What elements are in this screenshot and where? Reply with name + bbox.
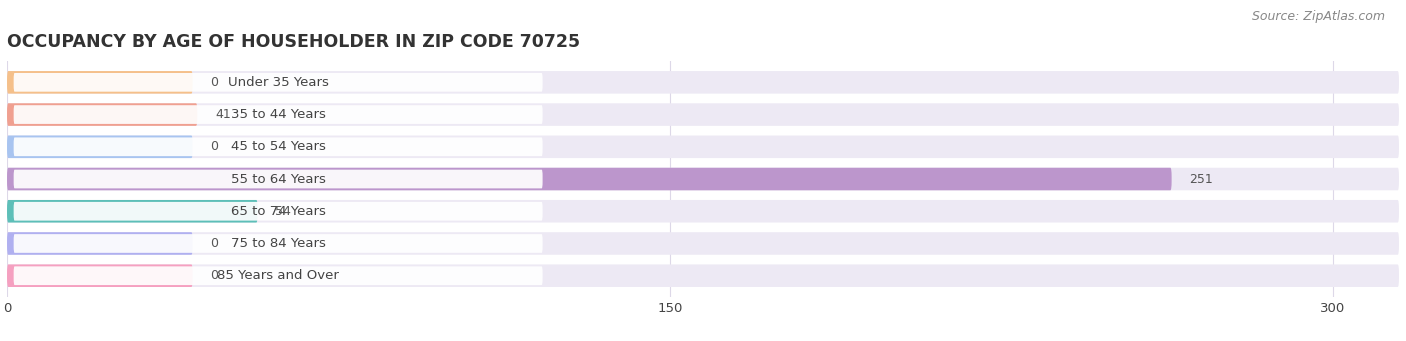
FancyBboxPatch shape — [7, 200, 257, 223]
FancyBboxPatch shape — [14, 137, 543, 156]
Text: OCCUPANCY BY AGE OF HOUSEHOLDER IN ZIP CODE 70725: OCCUPANCY BY AGE OF HOUSEHOLDER IN ZIP C… — [7, 33, 581, 51]
Text: 35 to 44 Years: 35 to 44 Years — [231, 108, 326, 121]
FancyBboxPatch shape — [14, 105, 543, 124]
FancyBboxPatch shape — [14, 170, 543, 188]
FancyBboxPatch shape — [7, 264, 1399, 287]
FancyBboxPatch shape — [14, 234, 543, 253]
FancyBboxPatch shape — [7, 232, 1399, 255]
FancyBboxPatch shape — [7, 264, 193, 287]
Text: Under 35 Years: Under 35 Years — [228, 76, 329, 89]
Text: 0: 0 — [211, 269, 218, 282]
Text: 65 to 74 Years: 65 to 74 Years — [231, 205, 326, 218]
Text: 54: 54 — [276, 205, 291, 218]
Text: 41: 41 — [215, 108, 231, 121]
Text: 251: 251 — [1189, 173, 1213, 186]
FancyBboxPatch shape — [7, 168, 1399, 190]
FancyBboxPatch shape — [14, 202, 543, 221]
FancyBboxPatch shape — [7, 71, 1399, 94]
Text: 55 to 64 Years: 55 to 64 Years — [231, 173, 326, 186]
Text: 0: 0 — [211, 237, 218, 250]
Text: 0: 0 — [211, 76, 218, 89]
FancyBboxPatch shape — [7, 71, 193, 94]
FancyBboxPatch shape — [7, 103, 197, 126]
FancyBboxPatch shape — [7, 168, 1171, 190]
Text: 75 to 84 Years: 75 to 84 Years — [231, 237, 326, 250]
Text: 45 to 54 Years: 45 to 54 Years — [231, 140, 326, 153]
FancyBboxPatch shape — [7, 103, 1399, 126]
FancyBboxPatch shape — [7, 232, 193, 255]
Text: Source: ZipAtlas.com: Source: ZipAtlas.com — [1251, 10, 1385, 23]
FancyBboxPatch shape — [7, 135, 1399, 158]
FancyBboxPatch shape — [14, 266, 543, 285]
FancyBboxPatch shape — [7, 200, 1399, 223]
FancyBboxPatch shape — [7, 135, 193, 158]
FancyBboxPatch shape — [14, 73, 543, 92]
Text: 0: 0 — [211, 140, 218, 153]
Text: 85 Years and Over: 85 Years and Over — [217, 269, 339, 282]
